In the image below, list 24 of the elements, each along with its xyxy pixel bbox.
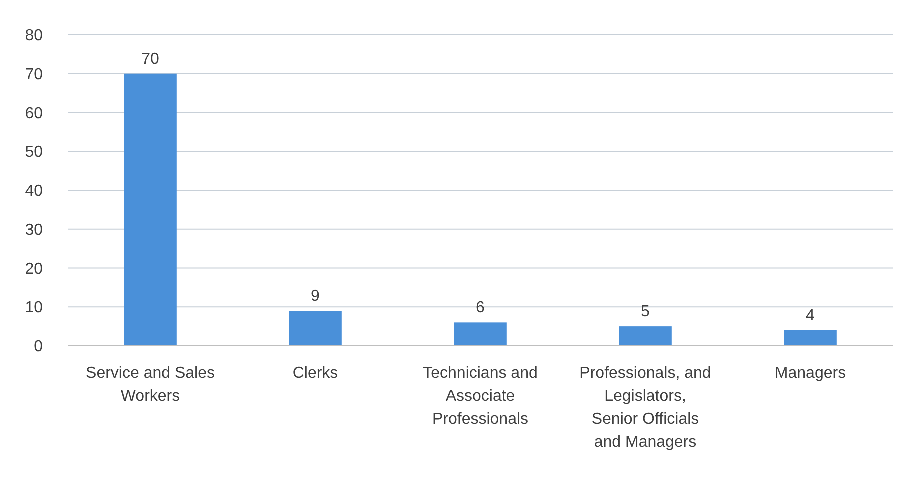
x-tick-label: Service and Sales Workers [86,365,215,405]
data-label: 4 [806,307,816,324]
data-label: 5 [641,304,650,321]
data-label: 9 [311,288,320,306]
data-label: 70 [142,50,160,68]
y-tick-label: 30 [25,222,44,239]
bar [619,326,672,346]
x-tick-label: Managers [774,365,846,382]
y-tick-label: 20 [25,260,44,278]
y-tick-label: 70 [25,66,44,84]
bar [289,311,342,346]
bar [124,74,177,346]
y-tick-label: 80 [25,28,44,45]
y-tick-label: 50 [25,144,44,162]
x-tick-label: Professionals, and Legislators, Senior Officials and Managers [580,365,712,451]
y-tick-label: 10 [25,300,44,317]
data-label: 6 [476,300,486,317]
bar [784,330,837,346]
y-tick-label: 60 [25,105,44,122]
x-tick-label: Clerks [292,365,338,382]
x-tick-label: Technicians and Associate Professionals [423,365,538,428]
y-tick-label: 40 [25,183,44,200]
y-tick-label: 0 [34,338,44,356]
bar [454,322,507,346]
